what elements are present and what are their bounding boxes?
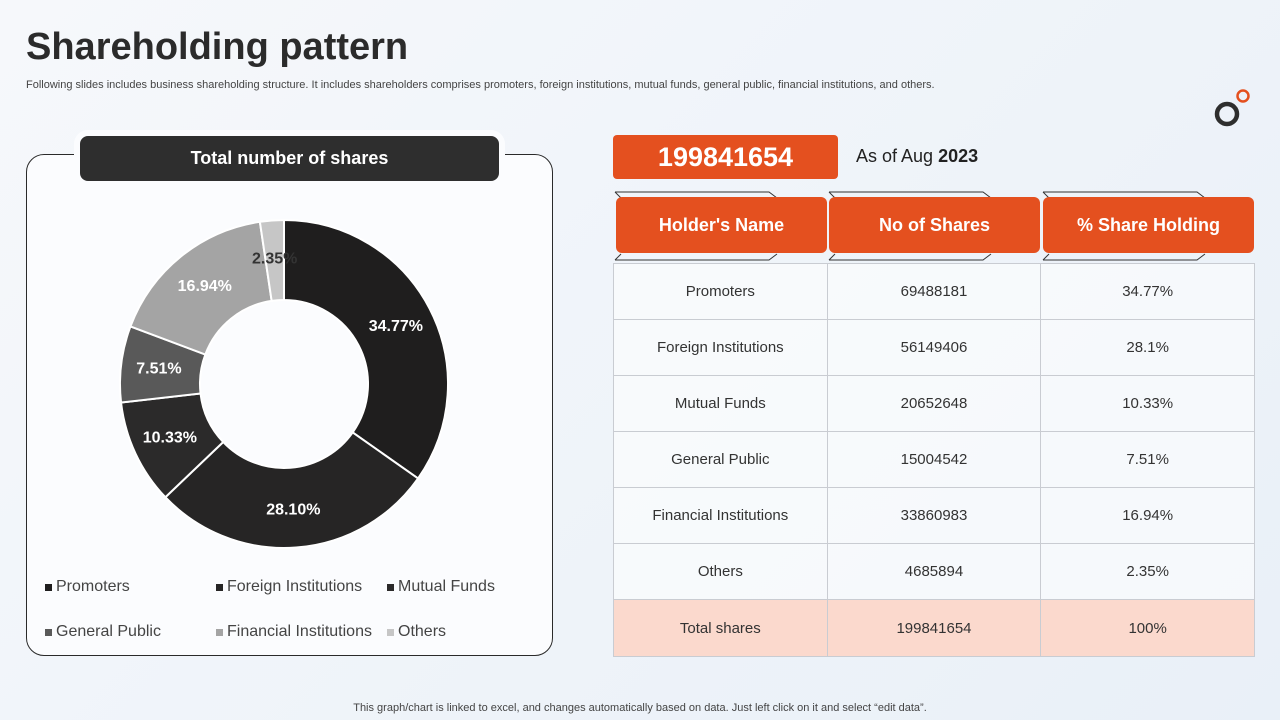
donut-slice-others[interactable] bbox=[258, 218, 285, 303]
page-subtitle: Following slides includes business share… bbox=[26, 79, 935, 91]
holder-name-cell: Financial Institutions bbox=[613, 487, 828, 544]
shares-cell: 20652648 bbox=[826, 375, 1042, 432]
holder-name-cell: Mutual Funds bbox=[613, 375, 828, 432]
donut-slice-foreign-institutions[interactable] bbox=[163, 430, 420, 549]
donut-label: 7.51% bbox=[136, 361, 181, 378]
shares-cell: 4685894 bbox=[826, 543, 1042, 600]
legend-item: Foreign Institutions bbox=[216, 578, 362, 596]
legend-item: Others bbox=[387, 623, 446, 641]
legend-label: General Public bbox=[56, 623, 161, 640]
page-title: Shareholding pattern bbox=[26, 26, 409, 68]
shareholding-table: Promoters 69488181 34.77% Foreign Instituti… bbox=[613, 263, 1255, 657]
legend-item: Financial Institutions bbox=[216, 623, 372, 641]
legend-label: Foreign Institutions bbox=[227, 578, 363, 595]
percent-cell: 16.94% bbox=[1040, 487, 1255, 544]
shares-cell: 15004542 bbox=[826, 431, 1042, 488]
as-of-year: 2023 bbox=[938, 146, 979, 166]
legend-swatch bbox=[45, 628, 52, 636]
table-total-row: Total shares 199841654 100% bbox=[613, 599, 1255, 657]
header-decoration bbox=[614, 191, 1206, 261]
table-row: Others 4685894 2.35% bbox=[613, 543, 1255, 600]
total-shares-cell: 199841654 bbox=[826, 599, 1042, 657]
legend-swatch bbox=[216, 583, 223, 591]
legend-swatch bbox=[387, 583, 394, 591]
table-row: Mutual Funds 20652648 10.33% bbox=[613, 375, 1255, 432]
percent-cell: 7.51% bbox=[1040, 431, 1255, 488]
total-holder-name-cell: Total shares bbox=[613, 599, 828, 657]
header-no-of-shares[interactable]: No of Shares bbox=[829, 197, 1040, 253]
table-row: Promoters 69488181 34.77% bbox=[613, 263, 1255, 320]
legend-swatch bbox=[45, 583, 52, 591]
percent-cell: 34.77% bbox=[1040, 263, 1255, 320]
holder-name-cell: Promoters bbox=[613, 263, 828, 320]
donut-label: 2.35% bbox=[252, 250, 297, 267]
as-of-prefix: As of Aug bbox=[856, 146, 934, 166]
holder-name-cell: Others bbox=[613, 543, 828, 600]
legend-label: Mutual Funds bbox=[398, 578, 495, 595]
legend-label: Financial Institutions bbox=[227, 623, 372, 640]
holder-name-cell: Foreign Institutions bbox=[613, 319, 828, 376]
donut-label: 10.33% bbox=[143, 429, 197, 446]
donut-label: 16.94% bbox=[178, 278, 232, 295]
legend-item: Promoters bbox=[45, 578, 130, 596]
table-row: General Public 15004542 7.51% bbox=[613, 431, 1255, 488]
as-of-date: As of Aug 2023 bbox=[856, 146, 978, 167]
legend-item: General Public bbox=[45, 623, 161, 641]
legend-item: Mutual Funds bbox=[387, 578, 495, 596]
logo-icon bbox=[1214, 89, 1250, 127]
donut-label: 34.77% bbox=[369, 318, 423, 335]
total-percent-cell: 100% bbox=[1040, 599, 1255, 657]
percent-cell: 2.35% bbox=[1040, 543, 1255, 600]
header-holder-name[interactable]: Holder's Name bbox=[616, 197, 827, 253]
holder-name-cell: General Public bbox=[613, 431, 828, 488]
shares-cell: 56149406 bbox=[826, 319, 1042, 376]
chart-header: Total number of shares bbox=[80, 136, 499, 181]
table-row: Foreign Institutions 56149406 28.1% bbox=[613, 319, 1255, 376]
donut-label: 28.10% bbox=[266, 502, 320, 519]
donut-slice-promoters[interactable] bbox=[283, 218, 449, 480]
percent-cell: 10.33% bbox=[1040, 375, 1255, 432]
header-share-holding[interactable]: % Share Holding bbox=[1043, 197, 1254, 253]
footer-note: This graph/chart is linked to excel, and… bbox=[353, 702, 927, 714]
legend-swatch bbox=[387, 628, 394, 636]
legend-label: Others bbox=[398, 623, 447, 640]
shares-cell: 69488181 bbox=[826, 263, 1042, 320]
table-row: Financial Institutions 33860983 16.94% bbox=[613, 487, 1255, 544]
legend-label: Promoters bbox=[56, 578, 130, 595]
legend-swatch bbox=[216, 628, 223, 636]
shares-cell: 33860983 bbox=[826, 487, 1042, 544]
total-shares-badge: 199841654 bbox=[613, 135, 838, 179]
percent-cell: 28.1% bbox=[1040, 319, 1255, 376]
donut-slice-financial-institutions[interactable] bbox=[129, 220, 273, 356]
